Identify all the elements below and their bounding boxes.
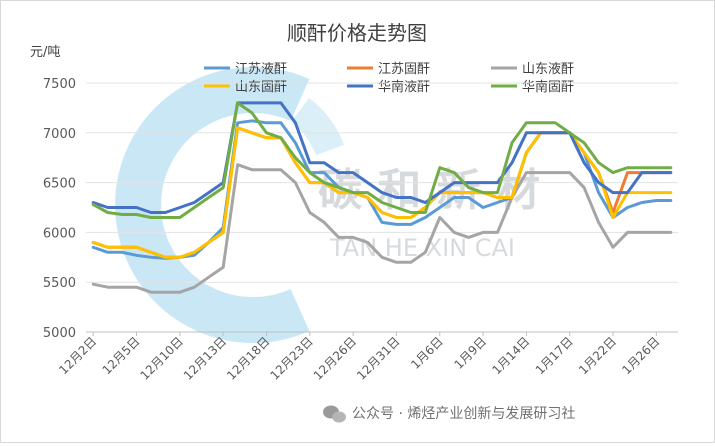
series-lines <box>91 101 673 294</box>
y-axis-ticks: 5000 5500 6000 6500 7000 7500 <box>43 77 76 341</box>
legend-label: 江苏固酐 <box>378 61 430 77</box>
y-tick-label: 7000 <box>43 127 76 142</box>
footer-source-text: 公众号 · 烯烃产业创新与发展研习社 <box>352 406 575 422</box>
y-axis-label: 元/吨 <box>30 45 60 60</box>
y-tick-label: 6500 <box>43 177 76 192</box>
legend-label: 华南液酐 <box>378 79 430 95</box>
footer-source: 公众号 · 烯烃产业创新与发展研习社 <box>323 405 575 423</box>
y-tick-label: 6000 <box>43 226 76 241</box>
y-tick-label: 7500 <box>43 77 76 92</box>
series-line-5 <box>91 101 673 219</box>
wechat-icon <box>323 405 346 423</box>
legend-label: 山东固酐 <box>235 80 287 95</box>
legend-label: 山东液酐 <box>522 62 574 77</box>
y-tick-label: 5500 <box>43 276 76 291</box>
legend-label: 江苏液酐 <box>235 61 287 77</box>
legend-label: 华南固酐 <box>522 79 574 95</box>
chart-title: 顺酐价格走势图 <box>287 21 427 45</box>
y-tick-label: 5000 <box>43 326 76 341</box>
series-line-2 <box>91 163 673 294</box>
watermark-arc <box>290 98 345 156</box>
watermark-ring <box>115 67 310 343</box>
series-line-4 <box>91 101 673 214</box>
